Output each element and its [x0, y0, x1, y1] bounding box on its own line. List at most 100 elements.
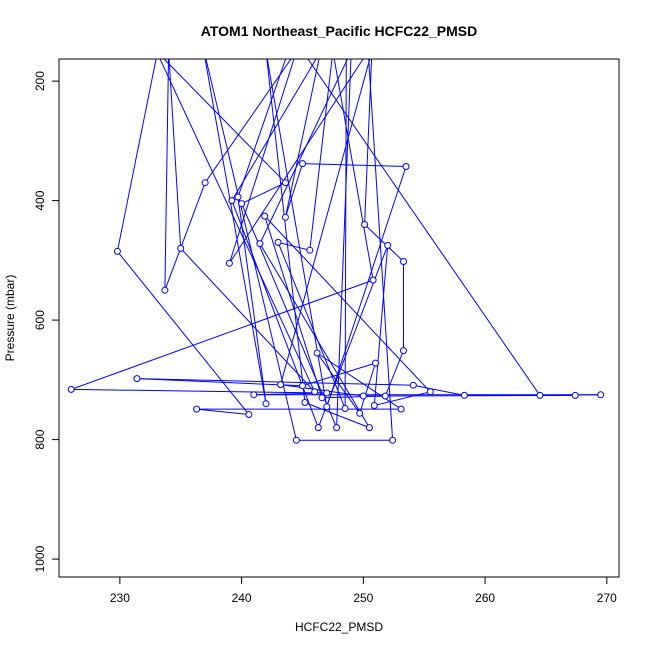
- data-point: [306, 246, 314, 254]
- data-point: [400, 258, 407, 265]
- series-line-segment: [364, 59, 373, 225]
- data-point: [161, 286, 169, 294]
- data-point: [318, 394, 326, 402]
- data-point: [323, 403, 331, 411]
- series-line-segment: [284, 163, 303, 218]
- data-point: [314, 424, 322, 432]
- series-line-segment: [284, 59, 320, 218]
- series-line-segment: [180, 248, 316, 393]
- x-tick-label: 240: [232, 591, 252, 605]
- y-tick-label: 1000: [33, 545, 47, 572]
- series-line-segment: [163, 59, 286, 184]
- x-axis: 230 240 250 260 270: [110, 577, 617, 605]
- data-point: [426, 388, 434, 396]
- series-line-segment: [374, 391, 431, 406]
- data-point: [460, 391, 468, 399]
- data-point: [384, 241, 392, 249]
- series-line-segment: [336, 59, 352, 428]
- series-line-segment: [280, 384, 364, 397]
- x-tick-label: 270: [597, 591, 617, 605]
- series-line-segment: [196, 408, 249, 415]
- data-point: [356, 409, 364, 417]
- series-lines: [71, 59, 601, 441]
- series-line-segment: [231, 59, 317, 201]
- series-line-segment: [333, 59, 374, 281]
- data-point: [201, 179, 209, 187]
- data-point: [361, 221, 369, 228]
- series-line-segment: [344, 59, 347, 409]
- data-point: [341, 405, 349, 412]
- series-line-segment: [259, 59, 349, 244]
- series-line-segment: [304, 402, 370, 429]
- y-tick-label: 200: [33, 71, 47, 91]
- series-line-segment: [116, 59, 157, 252]
- series-line-segment: [228, 59, 295, 264]
- x-tick-label: 230: [110, 591, 130, 605]
- data-point: [299, 382, 306, 390]
- series-line-segment: [237, 59, 287, 198]
- data-point: [67, 385, 75, 393]
- data-point: [256, 240, 264, 248]
- data-point: [597, 391, 605, 399]
- data-point: [234, 193, 242, 201]
- series-line-segment: [384, 350, 404, 397]
- data-point: [402, 163, 410, 170]
- data-point: [113, 247, 121, 255]
- y-tick-label: 400: [33, 190, 47, 210]
- data-point: [369, 276, 377, 284]
- data-point: [261, 212, 269, 220]
- series-line-segment: [264, 215, 431, 393]
- data-point: [372, 359, 379, 367]
- data-point: [245, 411, 253, 418]
- data-point: [397, 405, 405, 413]
- data-point: [133, 375, 141, 383]
- data-point: [299, 160, 306, 168]
- data-point: [370, 402, 378, 409]
- series-line-segment: [359, 362, 376, 414]
- series-line-segment: [241, 182, 286, 205]
- series-line-segment: [277, 242, 346, 409]
- data-point: [281, 213, 289, 221]
- series-line-segment: [307, 59, 541, 396]
- data-point: [323, 389, 331, 397]
- data-point: [381, 392, 389, 400]
- data-point: [225, 259, 233, 267]
- series-line-segment: [164, 59, 169, 291]
- y-axis: 200 400 600 800 1000: [33, 71, 59, 572]
- x-axis-label: HCFC22_PMSD: [295, 620, 383, 634]
- series-line-segment: [71, 388, 327, 394]
- series-line-segment: [117, 251, 250, 415]
- data-point: [409, 381, 417, 389]
- data-point: [333, 424, 341, 432]
- data-point: [292, 436, 300, 444]
- series-line-segment: [164, 182, 206, 291]
- series-line-segment: [205, 59, 297, 441]
- series-line-segment: [204, 59, 292, 183]
- data-point: [536, 391, 544, 399]
- series-points: [67, 160, 605, 444]
- y-axis-label: Pressure (mbar): [3, 275, 17, 362]
- chart-title: ATOM1 Northeast_Pacific HCFC22_PMSD: [201, 23, 477, 39]
- series-line-segment: [266, 59, 328, 407]
- x-tick-label: 260: [475, 591, 495, 605]
- data-point: [177, 244, 185, 252]
- series-line-segment: [237, 196, 267, 404]
- series-line-segment: [71, 279, 374, 390]
- series-line-segment: [280, 59, 371, 385]
- series-line-segment: [277, 241, 310, 251]
- data-point: [277, 381, 285, 389]
- series-line-segment: [228, 59, 364, 264]
- data-point: [400, 347, 407, 355]
- series-line-segment: [204, 59, 267, 404]
- data-point: [301, 399, 309, 406]
- series-line-segment: [266, 59, 306, 403]
- series-line-segment: [159, 59, 316, 393]
- series-line-segment: [231, 200, 319, 428]
- series-line-segment: [364, 224, 404, 262]
- data-point: [311, 388, 319, 396]
- series-line-segment: [302, 163, 407, 167]
- data-point: [274, 238, 282, 246]
